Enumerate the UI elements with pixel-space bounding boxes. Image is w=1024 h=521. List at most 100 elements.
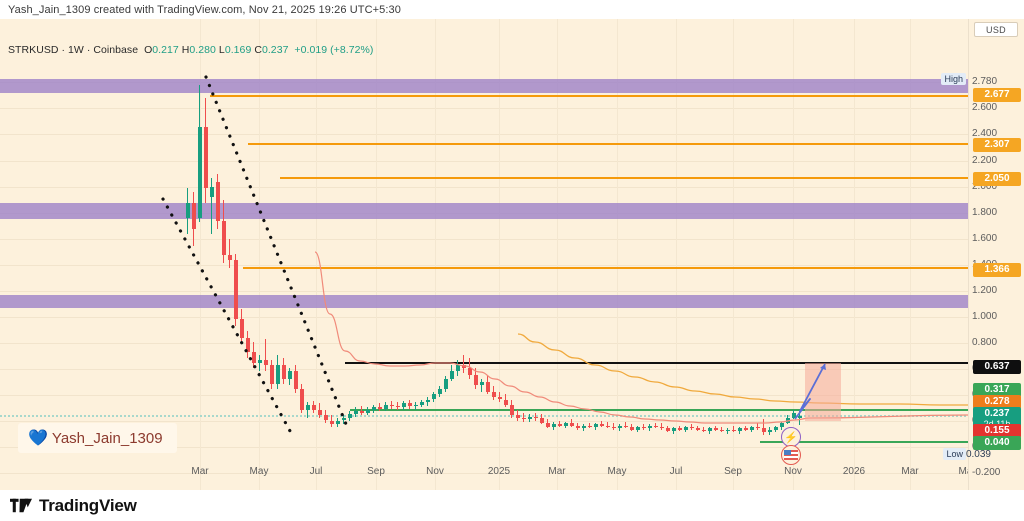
candlestick[interactable]: [641, 424, 647, 430]
price-tag[interactable]: 0.317: [973, 383, 1021, 397]
candlestick[interactable]: [797, 410, 803, 425]
candlestick[interactable]: [293, 365, 299, 393]
legend-interval[interactable]: 1W: [68, 44, 84, 56]
candlestick[interactable]: [743, 425, 749, 431]
candlestick[interactable]: [221, 200, 227, 264]
candlestick[interactable]: [455, 360, 461, 376]
candlestick[interactable]: [779, 421, 785, 430]
candlestick[interactable]: [791, 410, 797, 420]
candlestick[interactable]: [785, 415, 791, 425]
earnings-bolt-marker[interactable]: ⚡: [781, 427, 801, 447]
candlestick[interactable]: [617, 424, 623, 431]
price-tag[interactable]: 2.307: [973, 138, 1021, 152]
candlestick[interactable]: [269, 360, 275, 390]
candlestick[interactable]: [761, 419, 767, 435]
candlestick[interactable]: [425, 396, 431, 407]
candlestick[interactable]: [719, 427, 725, 433]
candlestick[interactable]: [497, 391, 503, 403]
currency-badge[interactable]: USD: [974, 22, 1018, 37]
candlestick[interactable]: [419, 399, 425, 408]
candlestick[interactable]: [431, 391, 437, 403]
candlestick[interactable]: [359, 406, 365, 416]
candlestick[interactable]: [563, 421, 569, 429]
candlestick[interactable]: [659, 423, 665, 430]
candlestick[interactable]: [551, 421, 557, 430]
candlestick[interactable]: [485, 375, 491, 395]
candlestick[interactable]: [185, 188, 191, 235]
candlestick[interactable]: [479, 378, 485, 392]
candlestick[interactable]: [773, 425, 779, 433]
candlestick[interactable]: [341, 415, 347, 425]
candlestick[interactable]: [449, 365, 455, 382]
candlestick[interactable]: [365, 407, 371, 416]
candlestick[interactable]: [683, 425, 689, 433]
legend-exchange[interactable]: Coinbase: [93, 44, 139, 56]
candlestick[interactable]: [515, 410, 521, 421]
candlestick[interactable]: [467, 357, 473, 379]
candlestick[interactable]: [233, 253, 239, 327]
candlestick[interactable]: [599, 420, 605, 428]
chart-canvas[interactable]: ⚡ USD 2.780 2.600 2.400 2.200 2.000 1.800 1.60…: [0, 19, 1024, 490]
candlestick[interactable]: [605, 421, 611, 429]
candlestick[interactable]: [689, 424, 695, 430]
candlestick[interactable]: [533, 412, 539, 421]
candlestick[interactable]: [725, 428, 731, 434]
candlestick[interactable]: [257, 354, 263, 371]
candlestick[interactable]: [587, 423, 593, 429]
candlestick[interactable]: [575, 423, 581, 430]
candlestick[interactable]: [629, 424, 635, 431]
candlestick[interactable]: [245, 331, 251, 358]
price-tag[interactable]: 0.278: [973, 395, 1021, 409]
candlestick[interactable]: [755, 423, 761, 430]
price-tag[interactable]: 0.155: [973, 424, 1021, 438]
price-tag[interactable]: 2.050: [973, 172, 1021, 186]
candlestick[interactable]: [443, 375, 449, 392]
candlestick[interactable]: [695, 425, 701, 431]
candlestick[interactable]: [767, 427, 773, 435]
us-flag-marker[interactable]: [781, 445, 801, 465]
candlestick[interactable]: [395, 402, 401, 410]
candlestick[interactable]: [407, 399, 413, 409]
candlestick[interactable]: [707, 427, 713, 434]
candlestick[interactable]: [701, 427, 707, 433]
candlestick[interactable]: [353, 407, 359, 417]
candlestick[interactable]: [329, 415, 335, 428]
candlestick[interactable]: [389, 400, 395, 409]
candlestick[interactable]: [371, 404, 377, 413]
candlestick[interactable]: [731, 425, 737, 433]
price-tag[interactable]: 0.637: [973, 360, 1021, 374]
candlestick[interactable]: [509, 399, 515, 418]
candlestick[interactable]: [317, 403, 323, 418]
candlestick[interactable]: [377, 403, 383, 412]
candlestick[interactable]: [593, 423, 599, 430]
candlestick[interactable]: [227, 239, 233, 269]
candlestick[interactable]: [305, 402, 311, 418]
candlestick[interactable]: [311, 400, 317, 413]
candlestick[interactable]: [191, 192, 197, 246]
candlestick[interactable]: [653, 423, 659, 429]
candlestick[interactable]: [197, 84, 203, 223]
candlestick[interactable]: [437, 386, 443, 397]
candlestick[interactable]: [647, 424, 653, 431]
candlestick[interactable]: [461, 354, 467, 374]
price-tag[interactable]: 2.677: [973, 88, 1021, 102]
candlestick[interactable]: [569, 419, 575, 428]
price-scale[interactable]: USD 2.780 2.600 2.400 2.200 2.000 1.800 1.600 1…: [968, 19, 1024, 490]
candlestick[interactable]: [401, 400, 407, 410]
candlestick[interactable]: [209, 177, 215, 235]
candlestick[interactable]: [251, 341, 257, 369]
candlestick[interactable]: [545, 419, 551, 429]
candlestick[interactable]: [737, 427, 743, 434]
candlestick[interactable]: [521, 412, 527, 422]
candlestick[interactable]: [611, 423, 617, 430]
candlestick[interactable]: [677, 425, 683, 431]
price-tag[interactable]: 1.366: [973, 263, 1021, 277]
candlestick[interactable]: [275, 354, 281, 390]
candlestick[interactable]: [335, 417, 341, 428]
candlestick[interactable]: [281, 357, 287, 384]
candlestick[interactable]: [383, 402, 389, 412]
candlestick[interactable]: [299, 383, 305, 413]
candlestick[interactable]: [263, 339, 269, 371]
candlestick[interactable]: [671, 427, 677, 434]
candlestick[interactable]: [539, 413, 545, 425]
